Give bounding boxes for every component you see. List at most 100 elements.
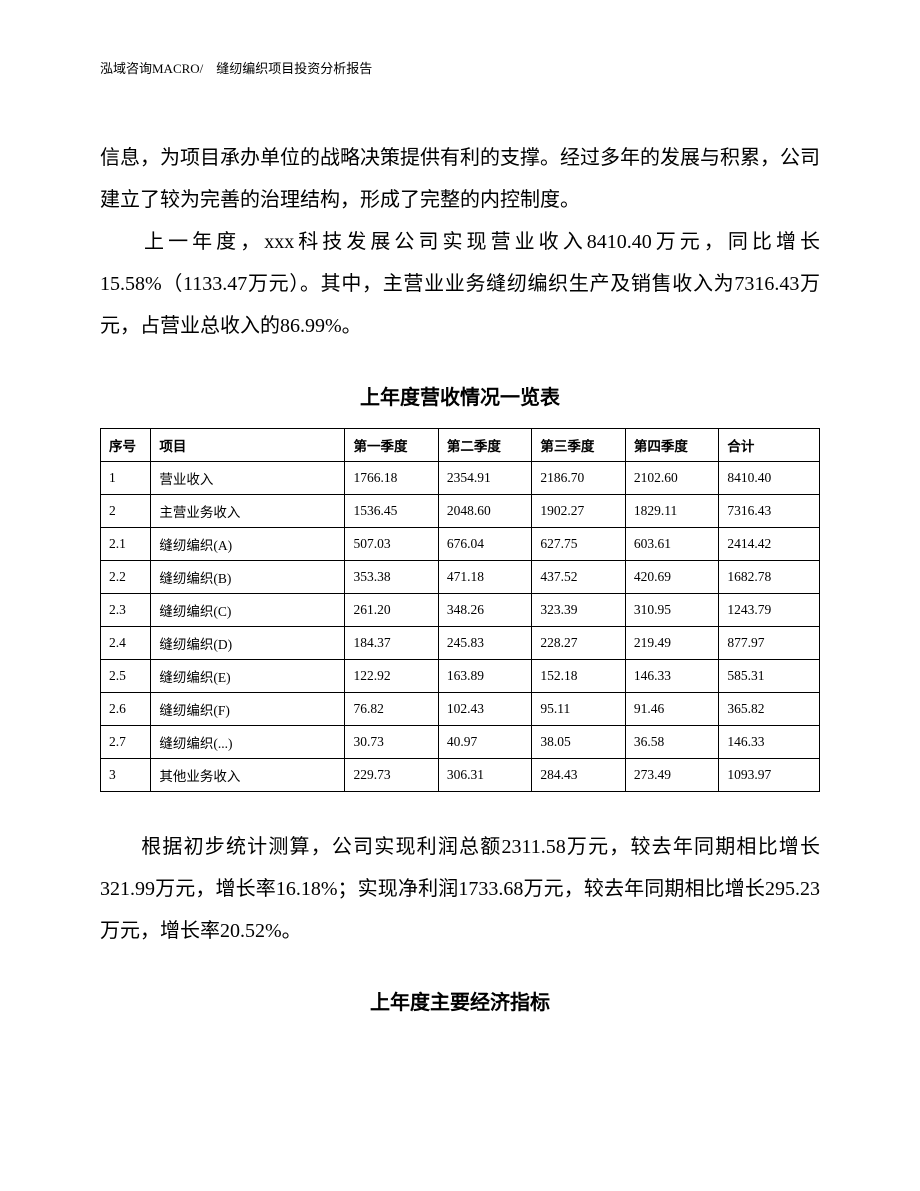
table-cell: 缝纫编织(...)	[151, 726, 345, 759]
table-row: 2.4缝纫编织(D)184.37245.83228.27219.49877.97	[101, 627, 820, 660]
body-paragraph-3: 根据初步统计测算，公司实现利润总额2311.58万元，较去年同期相比增长321.…	[100, 826, 820, 952]
p3-text: 根据初步统计测算，公司实现利润总额2311.58万元，较去年同期相比增长321.…	[100, 836, 820, 942]
table-row: 2.1缝纫编织(A)507.03676.04627.75603.612414.4…	[101, 528, 820, 561]
table-row: 3其他业务收入229.73306.31284.43273.491093.97	[101, 759, 820, 792]
table-cell: 主营业务收入	[151, 495, 345, 528]
table-row: 2.7缝纫编织(...)30.7340.9738.0536.58146.33	[101, 726, 820, 759]
table-cell: 676.04	[438, 528, 531, 561]
table-cell: 228.27	[532, 627, 625, 660]
table-cell: 122.92	[345, 660, 438, 693]
table-cell: 2.7	[101, 726, 151, 759]
table-cell: 2.2	[101, 561, 151, 594]
table-cell: 323.39	[532, 594, 625, 627]
body-paragraph-1: 信息，为项目承办单位的战略决策提供有利的支撑。经过多年的发展与积累，公司建立了较…	[100, 137, 820, 221]
table-cell: 365.82	[719, 693, 820, 726]
header-company: 泓域咨询MACRO/	[100, 61, 203, 76]
table-cell: 306.31	[438, 759, 531, 792]
table-cell: 7316.43	[719, 495, 820, 528]
table-cell: 76.82	[345, 693, 438, 726]
table-cell: 229.73	[345, 759, 438, 792]
table-cell: 缝纫编织(C)	[151, 594, 345, 627]
table-cell: 缝纫编织(E)	[151, 660, 345, 693]
table-cell: 1829.11	[625, 495, 718, 528]
table-cell: 2.6	[101, 693, 151, 726]
table-cell: 营业收入	[151, 462, 345, 495]
table-cell: 2186.70	[532, 462, 625, 495]
table-cell: 2	[101, 495, 151, 528]
table-cell: 184.37	[345, 627, 438, 660]
table-cell: 2.4	[101, 627, 151, 660]
col-q1: 第一季度	[345, 429, 438, 462]
table-cell: 1243.79	[719, 594, 820, 627]
table-cell: 缝纫编织(D)	[151, 627, 345, 660]
col-q3: 第三季度	[532, 429, 625, 462]
table-cell: 30.73	[345, 726, 438, 759]
col-total: 合计	[719, 429, 820, 462]
document-page: 泓域咨询MACRO/ 缝纫编织项目投资分析报告 信息，为项目承办单位的战略决策提…	[0, 0, 920, 1191]
table-cell: 2354.91	[438, 462, 531, 495]
table-cell: 146.33	[625, 660, 718, 693]
table-cell: 152.18	[532, 660, 625, 693]
table-cell: 437.52	[532, 561, 625, 594]
table-cell: 36.58	[625, 726, 718, 759]
table-cell: 1902.27	[532, 495, 625, 528]
table-cell: 310.95	[625, 594, 718, 627]
col-q2: 第二季度	[438, 429, 531, 462]
col-seq: 序号	[101, 429, 151, 462]
table-cell: 420.69	[625, 561, 718, 594]
table-cell: 91.46	[625, 693, 718, 726]
table-cell: 2102.60	[625, 462, 718, 495]
table-cell: 缝纫编织(F)	[151, 693, 345, 726]
table-cell: 102.43	[438, 693, 531, 726]
revenue-table: 序号 项目 第一季度 第二季度 第三季度 第四季度 合计 1营业收入1766.1…	[100, 428, 820, 792]
table-cell: 471.18	[438, 561, 531, 594]
table-cell: 627.75	[532, 528, 625, 561]
table-cell: 2.1	[101, 528, 151, 561]
table-cell: 163.89	[438, 660, 531, 693]
revenue-table-body: 1营业收入1766.182354.912186.702102.608410.40…	[101, 462, 820, 792]
table-cell: 585.31	[719, 660, 820, 693]
table-row: 2.2缝纫编织(B)353.38471.18437.52420.691682.7…	[101, 561, 820, 594]
table1-title: 上年度营收情况一览表	[100, 381, 820, 410]
table-row: 1营业收入1766.182354.912186.702102.608410.40	[101, 462, 820, 495]
p1-text: 信息，为项目承办单位的战略决策提供有利的支撑。经过多年的发展与积累，公司建立了较…	[100, 147, 820, 211]
table-row: 2.6缝纫编织(F)76.82102.4395.1191.46365.82	[101, 693, 820, 726]
table-cell: 273.49	[625, 759, 718, 792]
table2-title: 上年度主要经济指标	[100, 986, 820, 1015]
table-cell: 603.61	[625, 528, 718, 561]
table-cell: 348.26	[438, 594, 531, 627]
table-cell: 1536.45	[345, 495, 438, 528]
body-paragraph-2: 上一年度，xxx科技发展公司实现营业收入8410.40万元，同比增长15.58%…	[100, 221, 820, 347]
table-header-row: 序号 项目 第一季度 第二季度 第三季度 第四季度 合计	[101, 429, 820, 462]
table-cell: 2.5	[101, 660, 151, 693]
table-cell: 284.43	[532, 759, 625, 792]
table-cell: 2414.42	[719, 528, 820, 561]
table-cell: 3	[101, 759, 151, 792]
table-cell: 1	[101, 462, 151, 495]
table-row: 2.5缝纫编织(E)122.92163.89152.18146.33585.31	[101, 660, 820, 693]
table-cell: 146.33	[719, 726, 820, 759]
table-row: 2.3缝纫编织(C)261.20348.26323.39310.951243.7…	[101, 594, 820, 627]
page-header: 泓域咨询MACRO/ 缝纫编织项目投资分析报告	[100, 58, 820, 77]
table-cell: 8410.40	[719, 462, 820, 495]
table-cell: 245.83	[438, 627, 531, 660]
table-cell: 353.38	[345, 561, 438, 594]
table-cell: 95.11	[532, 693, 625, 726]
p2-text: 上一年度，xxx科技发展公司实现营业收入8410.40万元，同比增长15.58%…	[100, 231, 820, 337]
table-cell: 缝纫编织(B)	[151, 561, 345, 594]
table-row: 2主营业务收入1536.452048.601902.271829.117316.…	[101, 495, 820, 528]
table-cell: 507.03	[345, 528, 438, 561]
header-title: 缝纫编织项目投资分析报告	[216, 61, 372, 76]
table-cell: 缝纫编织(A)	[151, 528, 345, 561]
col-item: 项目	[151, 429, 345, 462]
table-cell: 2048.60	[438, 495, 531, 528]
col-q4: 第四季度	[625, 429, 718, 462]
table-cell: 1093.97	[719, 759, 820, 792]
table-cell: 261.20	[345, 594, 438, 627]
table-cell: 其他业务收入	[151, 759, 345, 792]
table-cell: 2.3	[101, 594, 151, 627]
table-cell: 877.97	[719, 627, 820, 660]
table-cell: 219.49	[625, 627, 718, 660]
table-cell: 38.05	[532, 726, 625, 759]
table-cell: 1682.78	[719, 561, 820, 594]
